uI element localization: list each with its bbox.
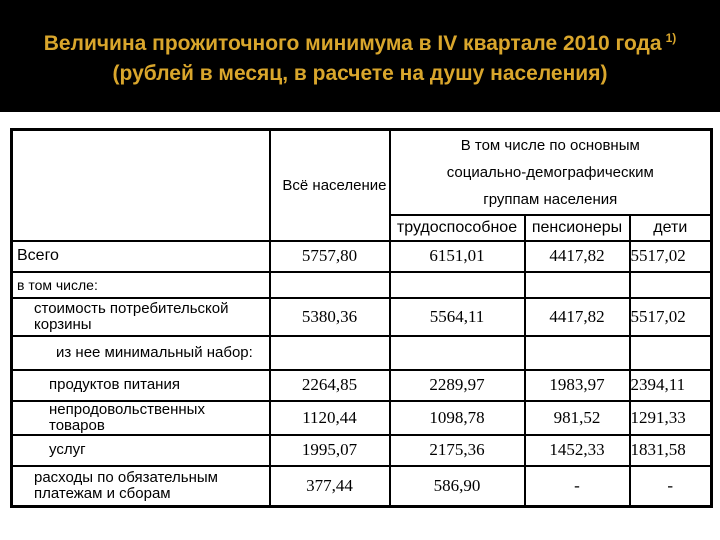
value-cell: 981,52	[523, 399, 631, 436]
value-cell: -	[628, 464, 713, 508]
col-header-pensioners: пенсионеры	[523, 213, 631, 242]
row-label: в том числе:	[10, 270, 271, 299]
value-cell: 6151,01	[388, 239, 526, 273]
table-row: продуктов питания 2264,85 2289,97 1983,9…	[10, 368, 713, 402]
value-cell: 2264,85	[268, 368, 391, 402]
title-superscript: 1)	[665, 31, 677, 45]
value-cell: 1098,78	[388, 399, 526, 436]
row-label: Всего	[10, 239, 271, 273]
row-label: услуг	[10, 433, 271, 467]
page-subtitle: (рублей в месяц, в расчете на душу насел…	[112, 62, 608, 85]
col-header-children: дети	[628, 213, 713, 242]
value-cell: -	[523, 464, 631, 508]
value-cell	[628, 334, 713, 371]
row-label: стоимость потребительской корзины	[10, 296, 271, 337]
value-cell: 1995,07	[268, 433, 391, 467]
value-cell: 5517,02	[628, 239, 713, 273]
row-label: расходы по обязательным платежам и сбора…	[10, 464, 271, 508]
title-banner: Величина прожиточного минимума в IV квар…	[0, 0, 720, 112]
value-cell: 5757,80	[268, 239, 391, 273]
table-row: из нее минимальный набор:	[10, 334, 713, 371]
value-cell: 5564,11	[388, 296, 526, 337]
row-label-text: стоимость потребительской корзины	[34, 299, 229, 333]
row-label-text: расходы по обязательным платежам и сбора…	[34, 468, 218, 502]
table-row: стоимость потребительской корзины 5380,3…	[10, 296, 713, 337]
corner-empty-cell	[10, 128, 271, 242]
value-cell: 2175,36	[388, 433, 526, 467]
value-cell	[268, 270, 391, 299]
value-cell: 1452,33	[523, 433, 631, 467]
page-title-text: Величина прожиточного минимума в IV квар…	[43, 32, 662, 55]
col-header-all-population: Всё население	[268, 128, 391, 242]
value-cell: 1120,44	[268, 399, 391, 436]
value-cell	[523, 270, 631, 299]
group-header-line-2: социально-демографическим	[446, 163, 654, 181]
subsistence-table-wrapper: Всё население В том числе по основным со…	[10, 128, 714, 508]
value-cell: 5517,02	[628, 296, 713, 337]
page-title: Величина прожиточного минимума в IV квар…	[44, 25, 676, 57]
value-cell: 5380,36	[268, 296, 391, 337]
value-cell: 1831,58	[628, 433, 713, 467]
value-cell	[388, 270, 526, 299]
value-cell: 586,90	[388, 464, 526, 508]
col-header-group: В том числе по основным социально-демогр…	[388, 128, 713, 216]
table-row: непродовольственных товаров 1120,44 1098…	[10, 399, 713, 436]
table-row: в том числе:	[10, 270, 713, 299]
value-cell: 2394,11	[628, 368, 713, 402]
table-row: расходы по обязательным платежам и сбора…	[10, 464, 713, 508]
value-cell: 377,44	[268, 464, 391, 508]
col-header-working-age: трудоспособное	[388, 213, 526, 242]
row-label-text: непродовольственных товаров	[49, 400, 205, 434]
row-label: непродовольственных товаров	[10, 399, 271, 436]
value-cell: 1291,33	[628, 399, 713, 436]
group-header-line-1: В том числе по основным	[460, 136, 640, 154]
row-label: продуктов питания	[10, 368, 271, 402]
value-cell	[523, 334, 631, 371]
group-header-line-3: группам населения	[483, 190, 618, 208]
value-cell	[268, 334, 391, 371]
table-row: услуг 1995,07 2175,36 1452,33 1831,58	[10, 433, 713, 467]
value-cell	[388, 334, 526, 371]
subsistence-minimum-table: Всё население В том числе по основным со…	[10, 128, 714, 508]
header-row-1: Всё население В том числе по основным со…	[10, 128, 713, 242]
value-cell: 2289,97	[388, 368, 526, 402]
header-row-2: трудоспособное пенсионеры дети	[12, 213, 713, 242]
row-label: из нее минимальный набор:	[10, 334, 271, 371]
value-cell: 1983,97	[523, 368, 631, 402]
value-cell: 4417,82	[523, 239, 631, 273]
value-cell	[628, 270, 713, 299]
value-cell: 4417,82	[523, 296, 631, 337]
table-row: Всего 5757,80 6151,01 4417,82 5517,02	[10, 239, 713, 273]
